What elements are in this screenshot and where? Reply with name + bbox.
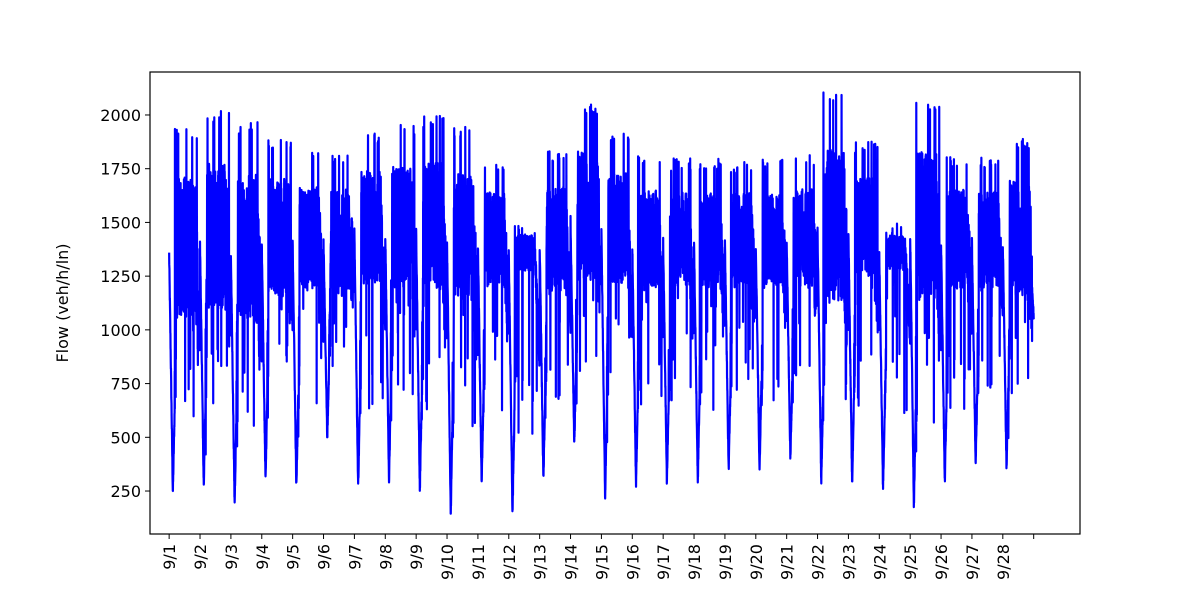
x-tick-label: 9/13 (531, 544, 550, 580)
x-tick-label: 9/1 (160, 544, 179, 570)
y-tick-label: 1750 (100, 160, 141, 179)
y-tick-label: 750 (110, 375, 141, 394)
x-tick-label: 9/19 (716, 544, 735, 580)
x-tick-label: 9/26 (932, 544, 951, 580)
x-tick-label: 9/25 (901, 544, 920, 580)
plot-area (168, 91, 1035, 515)
axes: 250 500 750 1000 1250 1500 1750 2000 9/1 9/2 9/3 9/… (53, 71, 1081, 580)
x-tick-label: 9/24 (870, 544, 889, 580)
x-tick-label: 9/3 (222, 544, 241, 570)
x-tick-label: 9/4 (253, 544, 272, 570)
x-tick-label: 9/6 (315, 544, 334, 570)
x-tick-label: 9/21 (778, 544, 797, 580)
x-tick-label: 9/18 (685, 544, 704, 580)
x-tick-label: 9/14 (562, 544, 581, 580)
y-tick-label: 1500 (100, 213, 141, 232)
y-tick-label: 250 (110, 482, 141, 501)
y-tick-label: 500 (110, 428, 141, 447)
y-tick-label: 2000 (100, 106, 141, 125)
x-tick-label: 9/17 (654, 544, 673, 580)
x-tick-label: 9/16 (623, 544, 642, 580)
x-tick-label: 9/28 (994, 544, 1013, 580)
y-tick-label: 1000 (100, 321, 141, 340)
x-tick-label: 9/12 (500, 544, 519, 580)
x-tick-label: 9/23 (839, 544, 858, 580)
x-tick-label: 9/10 (438, 544, 457, 580)
x-tick-label: 9/15 (592, 544, 611, 580)
x-tick-label: 9/8 (376, 544, 395, 570)
x-tick-label: 9/9 (407, 544, 426, 570)
x-tick-label: 9/22 (809, 544, 828, 580)
x-tick-label: 9/20 (747, 544, 766, 580)
y-tick-label: 1250 (100, 267, 141, 286)
x-tick-label: 9/11 (469, 544, 488, 580)
x-tick-label: 9/7 (345, 544, 364, 570)
y-axis-title: Flow (veh/h/ln) (53, 243, 72, 362)
x-tick-label: 9/2 (191, 544, 210, 570)
x-tick-label: 9/5 (284, 544, 303, 570)
flow-series-line (168, 91, 1035, 515)
plot-frame (149, 71, 1081, 535)
x-tick-label: 9/27 (963, 544, 982, 580)
